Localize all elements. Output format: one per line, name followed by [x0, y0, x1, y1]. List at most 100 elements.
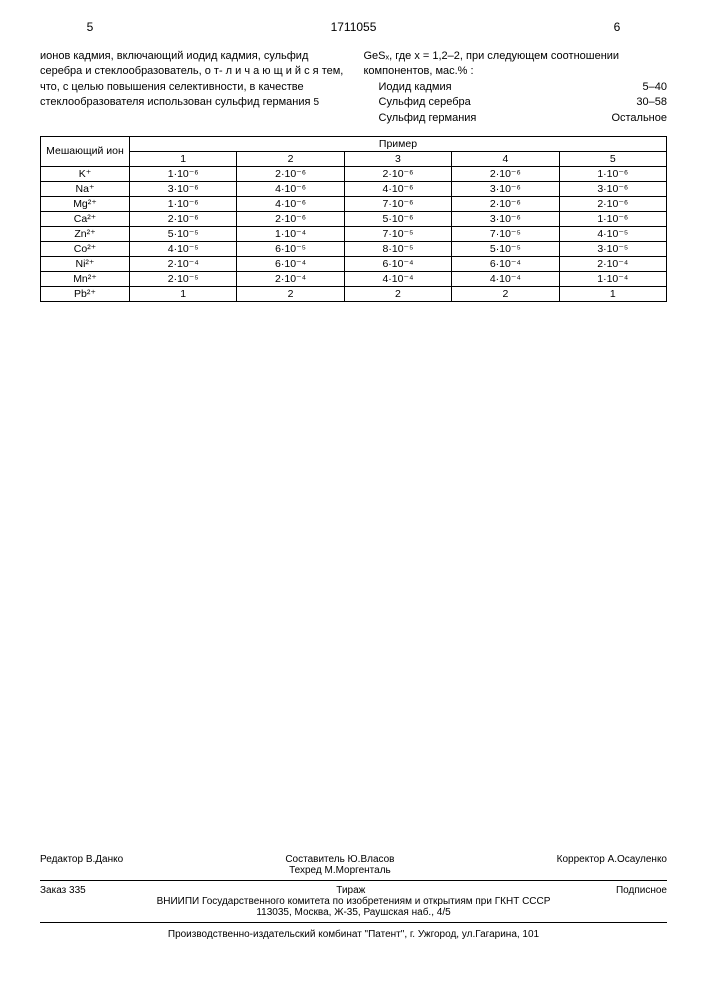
value-cell: 1·10⁻⁶	[559, 211, 666, 226]
value-cell: 4·10⁻⁴	[344, 271, 451, 286]
table-row: Mn²⁺2·10⁻⁵2·10⁻⁴4·10⁻⁴4·10⁻⁴1·10⁻⁴	[41, 271, 667, 286]
value-cell: 2·10⁻⁶	[559, 196, 666, 211]
table-row: Pb²⁺12221	[41, 286, 667, 301]
value-cell: 2·10⁻⁶	[237, 166, 344, 181]
table-row: Mg²⁺1·10⁻⁶4·10⁻⁶7·10⁻⁶2·10⁻⁶2·10⁻⁶	[41, 196, 667, 211]
ion-cell: K⁺	[41, 166, 130, 181]
footer-credits-row: Редактор В.Данко Составитель Ю.Власов Те…	[40, 854, 667, 876]
claim-text-right: GeSₓ, где x = 1,2–2, при следующем соотн…	[364, 49, 668, 80]
value-cell: 1	[559, 286, 666, 301]
value-cell: 4·10⁻⁶	[237, 196, 344, 211]
value-cell: 6·10⁻⁴	[237, 256, 344, 271]
table-column-header: 4	[452, 151, 559, 166]
composition-name: Сульфид германия	[379, 111, 477, 126]
footer-order: Заказ 335	[40, 885, 86, 896]
left-column: ионов кадмия, включающий иодид кадмия, с…	[40, 49, 344, 126]
table-header-example: Пример	[130, 136, 667, 151]
table-column-header: 1	[130, 151, 237, 166]
value-cell: 2	[344, 286, 451, 301]
composition-row: Сульфид серебра30–58	[364, 95, 668, 110]
composition-name: Иодид кадмия	[379, 80, 452, 95]
value-cell: 1·10⁻⁴	[559, 271, 666, 286]
value-cell: 5·10⁻⁵	[452, 241, 559, 256]
value-cell: 4·10⁻⁶	[237, 181, 344, 196]
value-cell: 6·10⁻⁴	[344, 256, 451, 271]
table-row: Zn²⁺5·10⁻⁵1·10⁻⁴7·10⁻⁵7·10⁻⁵4·10⁻⁵	[41, 226, 667, 241]
table-header-ion: Мешающий ион	[41, 136, 130, 166]
value-cell: 2	[452, 286, 559, 301]
value-cell: 3·10⁻⁶	[559, 181, 666, 196]
value-cell: 1	[130, 286, 237, 301]
value-cell: 2·10⁻⁶	[130, 211, 237, 226]
value-cell: 1·10⁻⁴	[237, 226, 344, 241]
value-cell: 1·10⁻⁶	[130, 166, 237, 181]
table-column-header: 2	[237, 151, 344, 166]
patent-page: 5 1711055 6 ионов кадмия, включающий иод…	[0, 0, 707, 1000]
claim-text-left: ионов кадмия, включающий иодид кадмия, с…	[40, 50, 343, 108]
table-column-header: 3	[344, 151, 451, 166]
composition-name: Сульфид серебра	[379, 95, 471, 110]
value-cell: 4·10⁻⁵	[130, 241, 237, 256]
value-cell: 2·10⁻⁶	[344, 166, 451, 181]
table-row: Co²⁺4·10⁻⁵6·10⁻⁵8·10⁻⁵5·10⁻⁵3·10⁻⁵	[41, 241, 667, 256]
table-column-numbers: 12345	[41, 151, 667, 166]
value-cell: 2	[237, 286, 344, 301]
ion-cell: Mg²⁺	[41, 196, 130, 211]
page-number-left: 5	[40, 20, 140, 34]
ion-cell: Ca²⁺	[41, 211, 130, 226]
value-cell: 4·10⁻⁶	[344, 181, 451, 196]
composition-list: Иодид кадмия 5–40Сульфид серебра30–58Суль…	[364, 80, 668, 126]
value-cell: 1·10⁻⁶	[559, 166, 666, 181]
page-number-right: 6	[567, 20, 667, 34]
footer-tirage: Тираж	[336, 885, 365, 896]
footer-block: Редактор В.Данко Составитель Ю.Власов Те…	[40, 854, 667, 940]
value-cell: 8·10⁻⁵	[344, 241, 451, 256]
footer-composer: Составитель Ю.Власов	[285, 854, 394, 865]
value-cell: 7·10⁻⁵	[452, 226, 559, 241]
value-cell: 3·10⁻⁵	[559, 241, 666, 256]
ion-cell: Zn²⁺	[41, 226, 130, 241]
page-header: 5 1711055 6	[40, 20, 667, 34]
ion-cell: Ni²⁺	[41, 256, 130, 271]
value-cell: 2·10⁻⁶	[452, 196, 559, 211]
value-cell: 3·10⁻⁶	[452, 211, 559, 226]
table-row: Na⁺3·10⁻⁶4·10⁻⁶4·10⁻⁶3·10⁻⁶3·10⁻⁶	[41, 181, 667, 196]
table-row: Ni²⁺2·10⁻⁴6·10⁻⁴6·10⁻⁴6·10⁻⁴2·10⁻⁴	[41, 256, 667, 271]
footer-address: 113035, Москва, Ж-35, Раушская наб., 4/5	[40, 907, 667, 918]
value-cell: 7·10⁻⁵	[344, 226, 451, 241]
line-number-5: 5	[314, 97, 320, 108]
value-cell: 4·10⁻⁵	[559, 226, 666, 241]
footer-order-row: Заказ 335 Тираж Подписное	[40, 885, 667, 896]
selectivity-table: Мешающий ион Пример 12345 K⁺1·10⁻⁶2·10⁻⁶…	[40, 136, 667, 302]
composition-value: 5–40	[643, 80, 667, 95]
value-cell: 6·10⁻⁴	[452, 256, 559, 271]
table-row: K⁺1·10⁻⁶2·10⁻⁶2·10⁻⁶2·10⁻⁶1·10⁻⁶	[41, 166, 667, 181]
body-columns: ионов кадмия, включающий иодид кадмия, с…	[40, 49, 667, 126]
value-cell: 5·10⁻⁶	[344, 211, 451, 226]
footer-editor: Редактор В.Данко	[40, 854, 123, 876]
footer-divider-2	[40, 922, 667, 923]
value-cell: 7·10⁻⁶	[344, 196, 451, 211]
footer-publisher: Производственно-издательский комбинат "П…	[40, 929, 667, 940]
value-cell: 2·10⁻⁶	[237, 211, 344, 226]
value-cell: 3·10⁻⁶	[130, 181, 237, 196]
composition-row: Иодид кадмия 5–40	[364, 80, 668, 95]
value-cell: 3·10⁻⁶	[452, 181, 559, 196]
footer-divider-1	[40, 880, 667, 881]
table-row: Ca²⁺2·10⁻⁶2·10⁻⁶5·10⁻⁶3·10⁻⁶1·10⁻⁶	[41, 211, 667, 226]
footer-subscription: Подписное	[616, 885, 667, 896]
value-cell: 2·10⁻⁴	[130, 256, 237, 271]
value-cell: 2·10⁻⁵	[130, 271, 237, 286]
table-body: K⁺1·10⁻⁶2·10⁻⁶2·10⁻⁶2·10⁻⁶1·10⁻⁶Na⁺3·10⁻…	[41, 166, 667, 301]
ion-cell: Co²⁺	[41, 241, 130, 256]
ion-cell: Pb²⁺	[41, 286, 130, 301]
value-cell: 5·10⁻⁵	[130, 226, 237, 241]
value-cell: 2·10⁻⁴	[237, 271, 344, 286]
footer-org: ВНИИПИ Государственного комитета по изоб…	[40, 896, 667, 907]
value-cell: 1·10⁻⁶	[130, 196, 237, 211]
table-column-header: 5	[559, 151, 666, 166]
composition-value: Остальное	[611, 111, 667, 126]
value-cell: 2·10⁻⁴	[559, 256, 666, 271]
right-column: GeSₓ, где x = 1,2–2, при следующем соотн…	[364, 49, 668, 126]
footer-techred: Техред М.Моргенталь	[289, 865, 391, 876]
